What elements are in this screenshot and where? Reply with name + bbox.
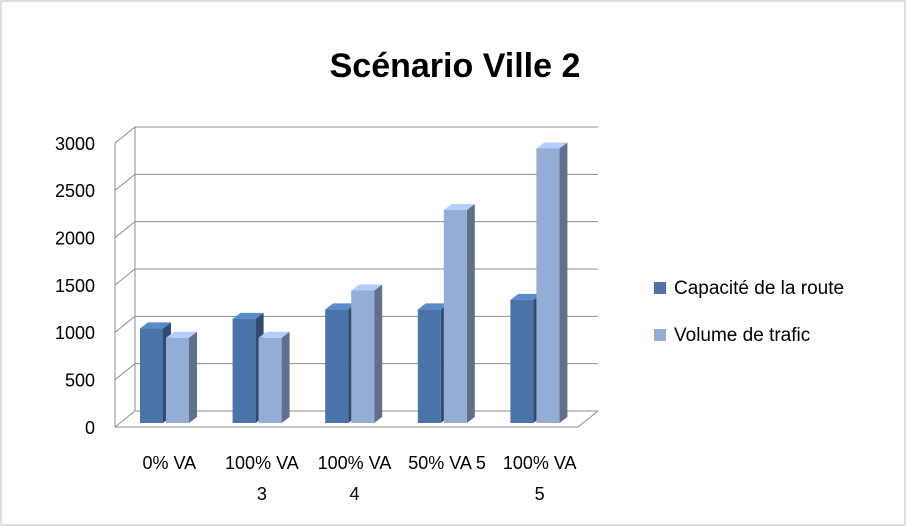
bar-top bbox=[351, 284, 383, 291]
bar bbox=[325, 309, 349, 423]
y-tick-label: 1500 bbox=[55, 276, 95, 296]
bar-side bbox=[559, 142, 568, 423]
bar-top bbox=[510, 293, 542, 300]
x-tick-label: 100% VA 5 bbox=[502, 453, 577, 504]
grid-line bbox=[114, 126, 136, 144]
bar-top bbox=[443, 204, 475, 210]
grid-line bbox=[114, 268, 136, 286]
bar-top bbox=[232, 312, 264, 319]
grid-line bbox=[114, 315, 136, 333]
bar-top bbox=[536, 142, 568, 149]
grid-line bbox=[114, 173, 136, 191]
bar-top bbox=[140, 322, 171, 329]
bar-top bbox=[417, 303, 449, 310]
y-tick-label: 0 bbox=[85, 418, 95, 438]
bar-side bbox=[374, 284, 383, 423]
bar bbox=[140, 328, 163, 423]
x-tick-label: 100% VA 3 bbox=[225, 453, 299, 504]
bar bbox=[443, 210, 467, 423]
legend-label: Volume de trafic bbox=[674, 325, 810, 346]
bar-side bbox=[189, 331, 197, 423]
grid-line bbox=[114, 363, 136, 381]
bar bbox=[536, 148, 560, 423]
x-tick-label: 50% VA 5 bbox=[408, 453, 486, 473]
y-tick-label: 2000 bbox=[55, 228, 95, 248]
floor-edge bbox=[577, 410, 599, 428]
bar-side bbox=[281, 331, 290, 423]
y-tick-label: 2500 bbox=[55, 181, 95, 201]
y-tick-label: 3000 bbox=[55, 134, 95, 154]
chart-title: Scénario Ville 2 bbox=[330, 47, 581, 85]
bar-top bbox=[166, 331, 197, 338]
legend-swatch bbox=[654, 329, 666, 341]
bar-top bbox=[258, 331, 290, 338]
x-tick-label: 0% VA bbox=[142, 453, 197, 473]
bar-top bbox=[325, 303, 357, 310]
x-tick-label: 100% VA 4 bbox=[317, 453, 392, 504]
grid-line bbox=[114, 410, 136, 428]
legend-label: Capacité de la route bbox=[674, 278, 844, 299]
bar bbox=[510, 299, 534, 423]
bar bbox=[258, 337, 282, 423]
bar bbox=[166, 337, 189, 423]
y-tick-label: 500 bbox=[65, 370, 95, 390]
bar bbox=[351, 290, 375, 423]
legend-swatch bbox=[654, 282, 666, 294]
bar-side bbox=[466, 204, 475, 423]
y-tick-label: 1000 bbox=[55, 323, 95, 343]
grid-line bbox=[114, 221, 136, 239]
bar bbox=[417, 309, 441, 423]
bar bbox=[232, 318, 256, 423]
